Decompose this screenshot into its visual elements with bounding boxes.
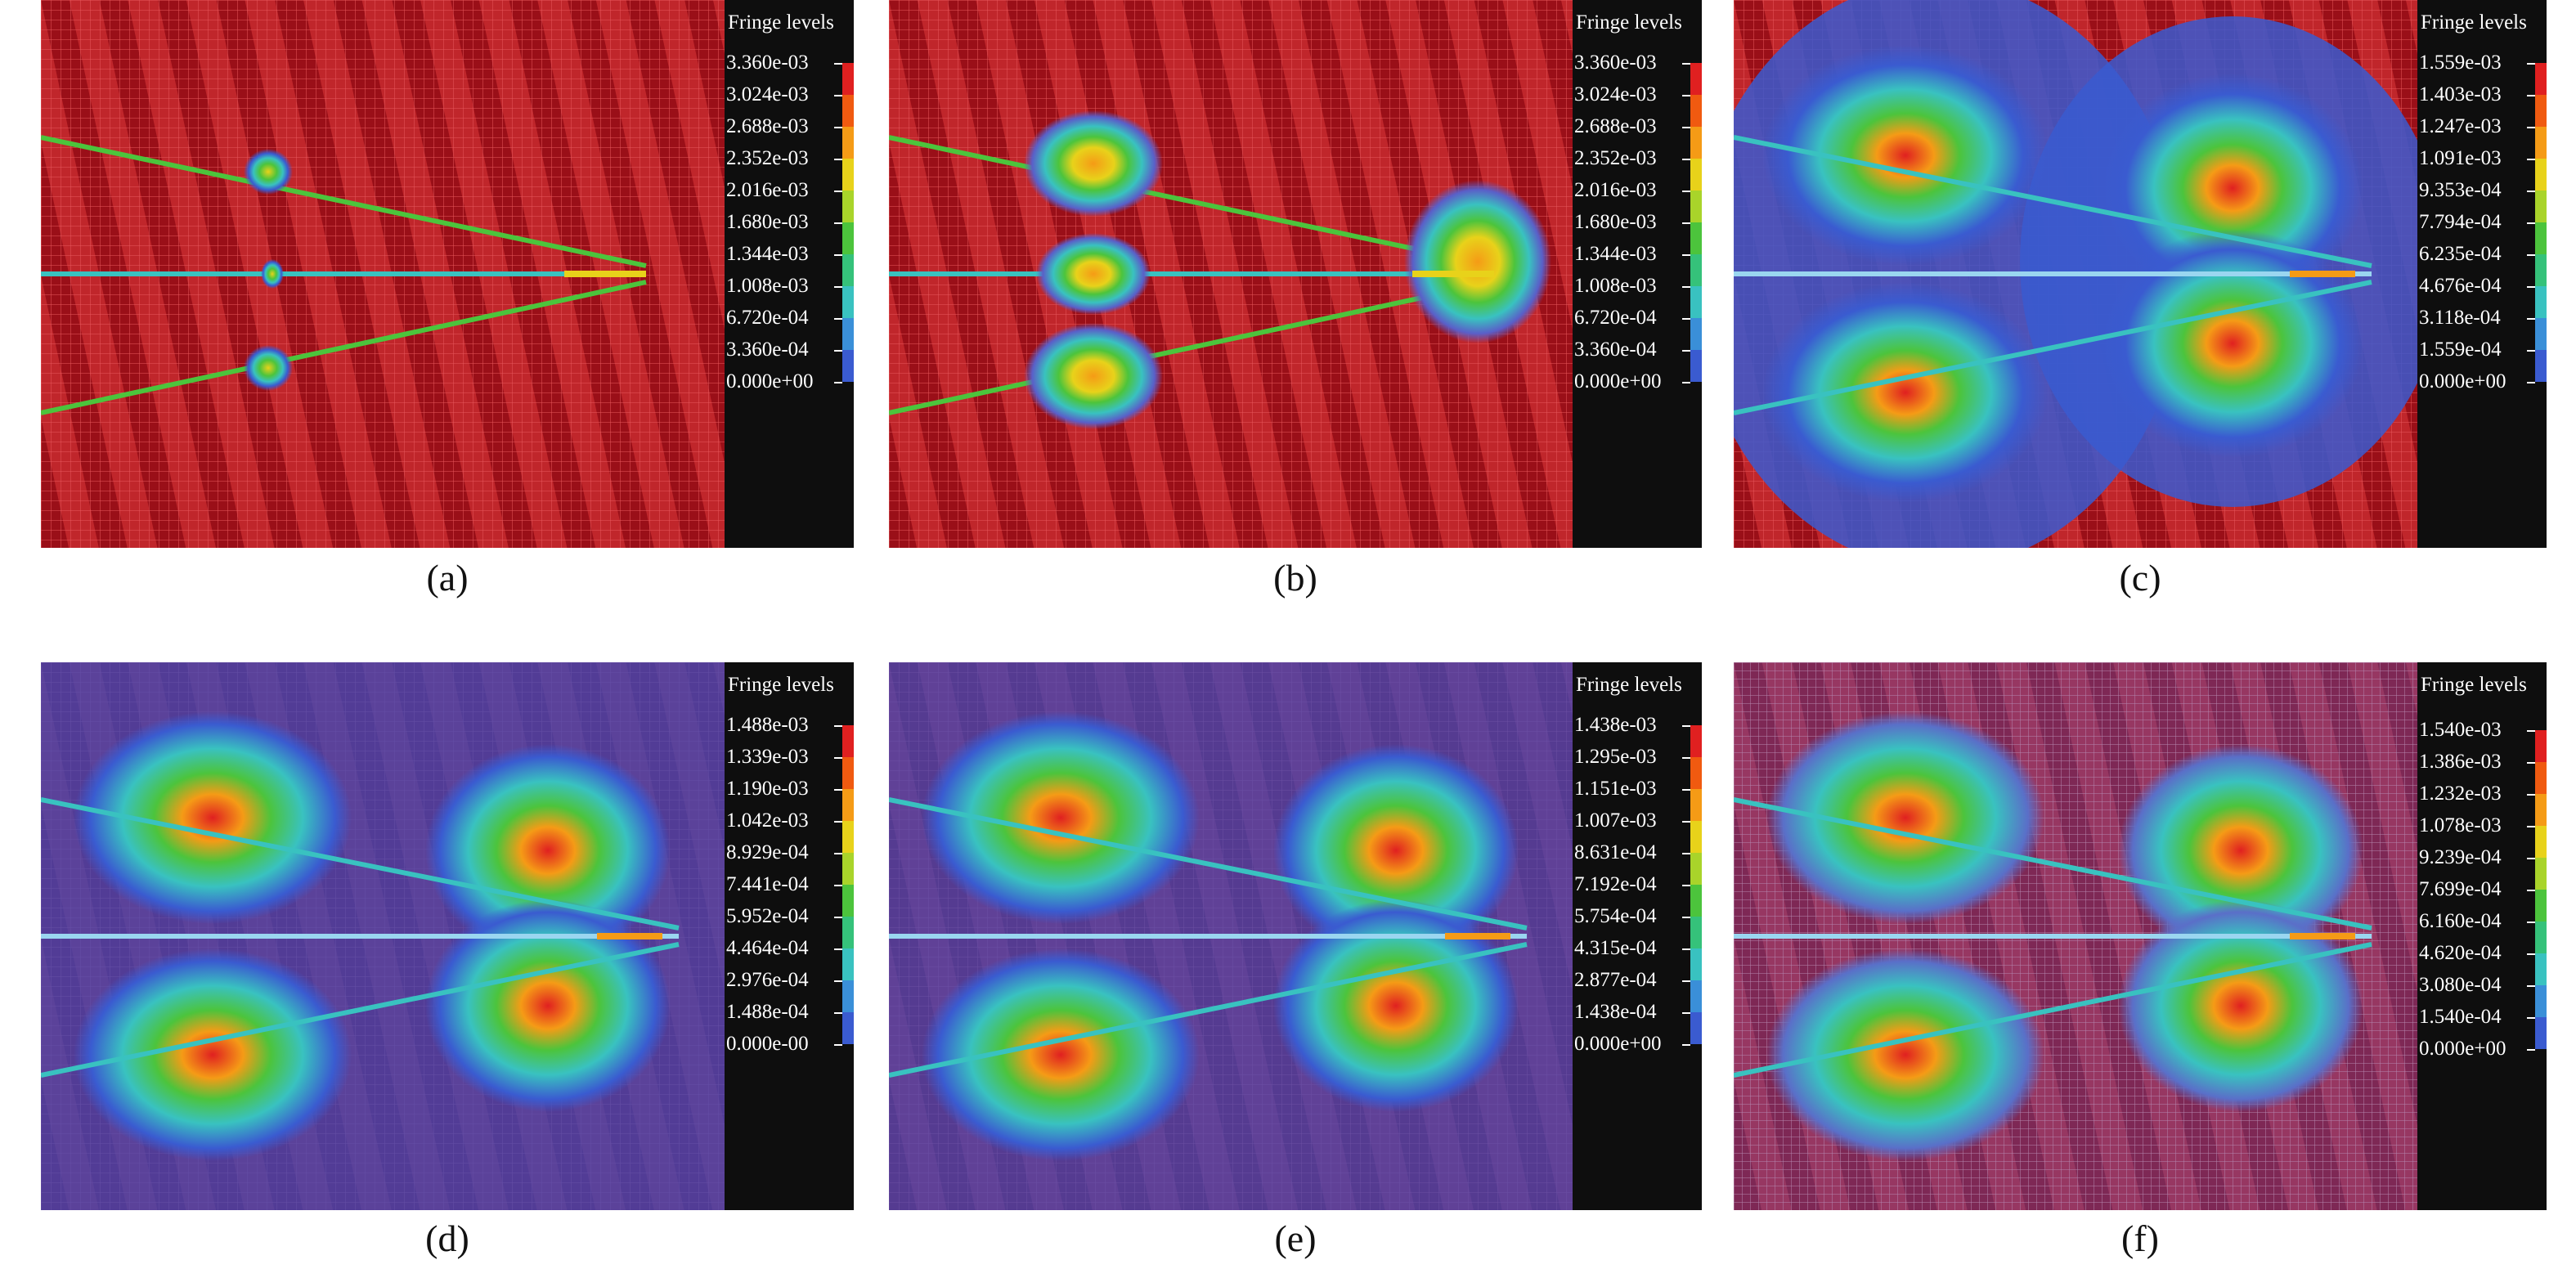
level-label: 7.192e-04 — [1574, 873, 1657, 895]
legend-title: Fringe levels — [1576, 674, 1682, 696]
caption-d: (d) — [425, 1217, 469, 1259]
level-label: 6.720e-04 — [726, 307, 809, 329]
level-label: 1.042e-03 — [726, 809, 809, 832]
level-label: 1.680e-03 — [726, 211, 809, 233]
level-label: 1.540e-03 — [2419, 719, 2502, 741]
level-label: 1.008e-03 — [1574, 275, 1657, 297]
fringe-plot-d — [41, 662, 725, 1210]
level-label: 1.295e-03 — [1574, 746, 1657, 768]
fringe-plot-a — [41, 0, 725, 548]
level-label: 0.000e+00 — [1574, 370, 1662, 392]
level-label: 7.699e-04 — [2419, 878, 2502, 900]
legend-title: Fringe levels — [2421, 11, 2527, 34]
fringe-legend: Fringe levels 1.559e-03 1.403e-03 1.247e… — [2417, 0, 2547, 548]
panel-b: Fringe levels 3.360e-03 3.024e-03 2.688e… — [889, 0, 1702, 548]
level-label: 6.160e-04 — [2419, 910, 2502, 932]
legend-title: Fringe levels — [1576, 11, 1682, 34]
legend-title: Fringe levels — [728, 11, 834, 34]
fringe-legend: Fringe levels 1.540e-03 1.386e-03 1.232e… — [2417, 662, 2547, 1210]
level-label: 0.000e+00 — [2419, 370, 2506, 392]
level-label: 3.360e-03 — [726, 52, 809, 74]
fringe-legend: Fringe levels 3.360e-03 3.024e-03 2.688e… — [1573, 0, 1702, 548]
level-label: 1.091e-03 — [2419, 147, 2502, 169]
level-label: 2.016e-03 — [1574, 179, 1657, 201]
level-label: 1.190e-03 — [726, 778, 809, 800]
level-label: 2.352e-03 — [726, 147, 809, 169]
level-label: 1.488e-04 — [726, 1001, 809, 1023]
level-label: 1.540e-04 — [2419, 1006, 2502, 1028]
level-label: 7.441e-04 — [726, 873, 809, 895]
level-label: 4.315e-04 — [1574, 937, 1657, 959]
level-label: 3.080e-04 — [2419, 974, 2502, 996]
level-label: 1.438e-03 — [1574, 714, 1657, 736]
legend-title: Fringe levels — [2421, 674, 2527, 696]
fringe-plot-f — [1734, 662, 2417, 1210]
level-label: 8.631e-04 — [1574, 841, 1657, 863]
level-label: 1.559e-04 — [2419, 339, 2502, 361]
level-label: 3.360e-04 — [726, 339, 809, 361]
level-label: 2.016e-03 — [726, 179, 809, 201]
level-label: 5.952e-04 — [726, 905, 809, 927]
level-label: 1.344e-03 — [1574, 243, 1657, 265]
level-label: 4.620e-04 — [2419, 942, 2502, 964]
fringe-plot-c — [1734, 0, 2417, 548]
level-label: 1.488e-03 — [726, 714, 809, 736]
level-label: 0.000e+00 — [726, 370, 814, 392]
fringe-legend: Fringe levels 1.488e-03 1.339e-03 1.190e… — [725, 662, 854, 1210]
panel-c: Fringe levels 1.559e-03 1.403e-03 1.247e… — [1734, 0, 2547, 548]
level-label: 1.007e-03 — [1574, 809, 1657, 832]
level-label: 0.000e+00 — [2419, 1038, 2506, 1060]
legend-title: Fringe levels — [728, 674, 834, 696]
fringe-legend: Fringe levels 3.360e-03 3.024e-03 2.688e… — [725, 0, 854, 548]
level-label: 9.239e-04 — [2419, 846, 2502, 868]
level-label: 1.339e-03 — [726, 746, 809, 768]
level-label: 2.877e-04 — [1574, 969, 1657, 991]
level-label: 1.151e-03 — [1574, 778, 1657, 800]
caption-c: (c) — [2119, 557, 2161, 599]
level-label: 2.976e-04 — [726, 969, 809, 991]
level-label: 1.438e-04 — [1574, 1001, 1657, 1023]
level-label: 3.024e-03 — [1574, 83, 1657, 105]
level-label: 1.078e-03 — [2419, 814, 2502, 836]
level-label: 6.720e-04 — [1574, 307, 1657, 329]
panel-e: Fringe levels 1.438e-03 1.295e-03 1.151e… — [889, 662, 1702, 1210]
level-label: 1.680e-03 — [1574, 211, 1657, 233]
level-label: 2.688e-03 — [1574, 115, 1657, 137]
level-label: 3.360e-03 — [1574, 52, 1657, 74]
caption-f: (f) — [2121, 1217, 2159, 1259]
caption-b: (b) — [1273, 557, 1317, 599]
panel-f: Fringe levels 1.540e-03 1.386e-03 1.232e… — [1734, 662, 2547, 1210]
fringe-plot-e — [889, 662, 1573, 1210]
level-label: 8.929e-04 — [726, 841, 809, 863]
level-label: 3.360e-04 — [1574, 339, 1657, 361]
level-label: 6.235e-04 — [2419, 243, 2502, 265]
caption-a: (a) — [426, 557, 469, 599]
level-label: 1.247e-03 — [2419, 115, 2502, 137]
fringe-legend: Fringe levels 1.438e-03 1.295e-03 1.151e… — [1573, 662, 1702, 1210]
level-label: 2.688e-03 — [726, 115, 809, 137]
panel-a: Fringe levels 3.360e-03 3.024e-03 2.688e… — [41, 0, 854, 548]
level-label: 5.754e-04 — [1574, 905, 1657, 927]
level-label: 1.344e-03 — [726, 243, 809, 265]
level-label: 1.386e-03 — [2419, 751, 2502, 773]
level-label: 4.464e-04 — [726, 937, 809, 959]
level-label: 1.559e-03 — [2419, 52, 2502, 74]
fringe-plot-b — [889, 0, 1573, 548]
level-label: 0.000e+00 — [1574, 1033, 1662, 1055]
panel-d: Fringe levels 1.488e-03 1.339e-03 1.190e… — [41, 662, 854, 1210]
level-label: 4.676e-04 — [2419, 275, 2502, 297]
level-label: 7.794e-04 — [2419, 211, 2502, 233]
level-label: 1.403e-03 — [2419, 83, 2502, 105]
level-label: 1.232e-03 — [2419, 782, 2502, 805]
level-label: 3.118e-04 — [2419, 307, 2501, 329]
caption-e: (e) — [1274, 1217, 1317, 1259]
level-label: 3.024e-03 — [726, 83, 809, 105]
level-label: 0.000e-00 — [726, 1033, 809, 1055]
level-label: 2.352e-03 — [1574, 147, 1657, 169]
level-label: 9.353e-04 — [2419, 179, 2502, 201]
level-label: 1.008e-03 — [726, 275, 809, 297]
